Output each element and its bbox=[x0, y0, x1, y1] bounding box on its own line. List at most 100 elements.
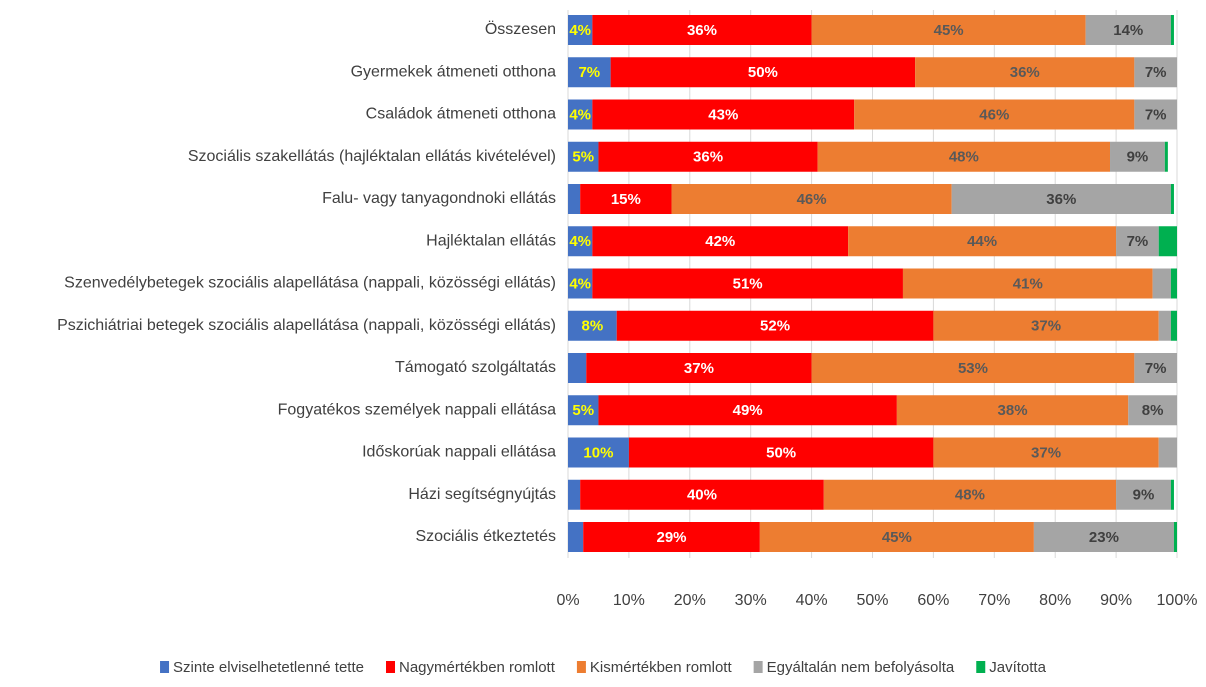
bar-segment bbox=[1128, 395, 1177, 426]
bar-segment bbox=[671, 184, 952, 214]
bar-segment bbox=[568, 522, 584, 552]
value-label: 7% bbox=[1145, 106, 1167, 123]
legend-label: Kismértékben romlott bbox=[590, 659, 733, 676]
value-label: 36% bbox=[1010, 64, 1040, 81]
value-label: 29% bbox=[657, 529, 687, 546]
value-label: 5% bbox=[572, 149, 594, 166]
value-label: 42% bbox=[705, 233, 735, 250]
value-label: 37% bbox=[1031, 318, 1061, 335]
category-label: Támogató szolgáltatás bbox=[395, 359, 556, 376]
bar-segment bbox=[1158, 226, 1177, 257]
value-label: 37% bbox=[1031, 444, 1061, 461]
value-label: 15% bbox=[611, 191, 641, 208]
bar-segment bbox=[1116, 226, 1159, 257]
bar-segment bbox=[1170, 15, 1174, 45]
bar-segment bbox=[568, 437, 629, 468]
bar-segment bbox=[592, 99, 855, 130]
value-label: 7% bbox=[578, 64, 600, 81]
x-tick-label: 0% bbox=[556, 592, 579, 609]
bar-segment bbox=[568, 310, 617, 341]
value-label: 7% bbox=[1145, 64, 1167, 81]
category-label: Szenvedélybetegek szociális alapellátása… bbox=[64, 275, 556, 292]
category-label: Fogyatékos személyek nappali ellátása bbox=[278, 401, 556, 418]
bar-segment bbox=[1170, 184, 1174, 214]
value-label: 48% bbox=[949, 149, 979, 166]
value-label: 4% bbox=[569, 22, 591, 39]
value-label: 49% bbox=[733, 402, 763, 419]
bar-segment bbox=[854, 99, 1135, 130]
value-label: 46% bbox=[797, 191, 827, 208]
category-label: Hajléktalan ellátás bbox=[426, 232, 556, 249]
bar-segment bbox=[1158, 310, 1171, 341]
bar-segment bbox=[583, 522, 760, 552]
bar-segment bbox=[1164, 141, 1168, 172]
bar-segment bbox=[1170, 479, 1174, 510]
value-label: 9% bbox=[1133, 487, 1155, 504]
value-label: 36% bbox=[687, 22, 717, 39]
bar-segment bbox=[568, 184, 581, 214]
x-tick-label: 20% bbox=[674, 592, 706, 609]
bar-segment bbox=[592, 226, 849, 257]
bar-segment bbox=[811, 353, 1135, 383]
category-label: Időskorúak nappali ellátása bbox=[362, 444, 556, 461]
bar-segment bbox=[586, 353, 812, 383]
value-label: 4% bbox=[569, 275, 591, 292]
value-label: 51% bbox=[733, 275, 763, 292]
value-label: 7% bbox=[1145, 360, 1167, 377]
x-tick-label: 30% bbox=[735, 592, 767, 609]
value-label: 38% bbox=[998, 402, 1028, 419]
bar-segment bbox=[1116, 479, 1171, 510]
bar-segment bbox=[592, 268, 903, 299]
legend-swatch bbox=[976, 661, 986, 673]
value-label: 46% bbox=[979, 106, 1009, 123]
x-tick-label: 40% bbox=[796, 592, 828, 609]
x-tick-label: 50% bbox=[856, 592, 888, 609]
bar-segment bbox=[628, 437, 934, 468]
value-label: 9% bbox=[1127, 149, 1149, 166]
value-label: 45% bbox=[934, 22, 964, 39]
legend-label: Egyáltalán nem befolyásolta bbox=[767, 659, 955, 676]
bar-segment bbox=[1110, 141, 1165, 172]
bar-segment bbox=[1134, 57, 1177, 88]
bar-segment bbox=[598, 141, 818, 172]
value-label: 37% bbox=[684, 360, 714, 377]
bar-segment bbox=[568, 15, 593, 45]
category-label: Házi segítségnyújtás bbox=[408, 486, 556, 503]
bar-segment bbox=[1085, 15, 1171, 45]
value-label: 4% bbox=[569, 233, 591, 250]
value-label: 4% bbox=[569, 106, 591, 123]
x-tick-label: 70% bbox=[978, 592, 1010, 609]
bar-segment bbox=[933, 437, 1159, 468]
value-label: 10% bbox=[583, 444, 613, 461]
bar-segment bbox=[568, 141, 599, 172]
bar-segment bbox=[568, 99, 593, 130]
legend-label: Szinte elviselhetetlenné tette bbox=[173, 659, 364, 676]
legend-swatch bbox=[576, 661, 586, 673]
x-tick-label: 80% bbox=[1039, 592, 1071, 609]
value-label: 14% bbox=[1113, 22, 1143, 39]
bar-segment bbox=[592, 15, 812, 45]
bar-segment bbox=[1033, 522, 1174, 552]
value-label: 50% bbox=[748, 64, 778, 81]
bar-segment bbox=[568, 479, 581, 510]
bar-segment bbox=[1152, 268, 1171, 299]
value-label: 45% bbox=[882, 529, 912, 546]
legend-swatch bbox=[753, 661, 763, 673]
value-label: 36% bbox=[693, 149, 723, 166]
x-tick-label: 60% bbox=[917, 592, 949, 609]
value-label: 8% bbox=[1142, 402, 1164, 419]
bar-segment bbox=[568, 268, 593, 299]
category-label: Szociális szakellátás (hajléktalan ellát… bbox=[188, 148, 556, 165]
bar-segment bbox=[933, 310, 1159, 341]
bar-segment bbox=[580, 184, 672, 214]
value-label: 53% bbox=[958, 360, 988, 377]
bar-segment bbox=[951, 184, 1171, 214]
bar-segment bbox=[848, 226, 1117, 257]
bar-segment bbox=[568, 57, 611, 88]
bar-segment bbox=[811, 15, 1086, 45]
x-tick-label: 90% bbox=[1100, 592, 1132, 609]
value-label: 52% bbox=[760, 318, 790, 335]
bar-segment bbox=[1170, 310, 1177, 341]
bar-segment bbox=[915, 57, 1135, 88]
